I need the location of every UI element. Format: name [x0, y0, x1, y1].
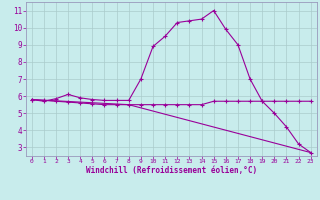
X-axis label: Windchill (Refroidissement éolien,°C): Windchill (Refroidissement éolien,°C) [86, 166, 257, 175]
